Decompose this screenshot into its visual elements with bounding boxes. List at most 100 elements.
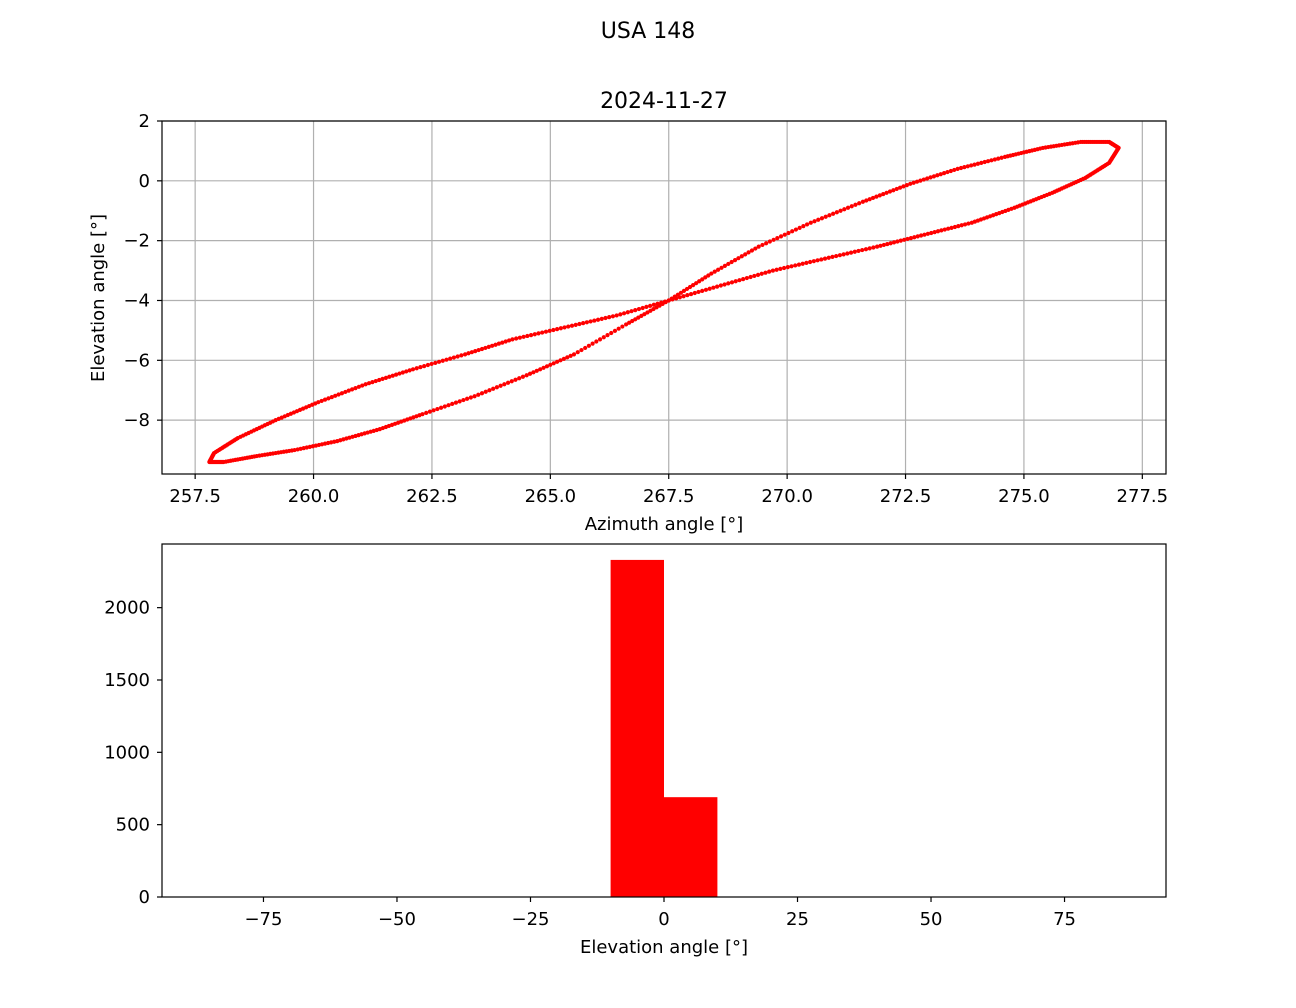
scatter-point-dense <box>895 239 900 244</box>
scatter-point-dense <box>694 281 699 286</box>
scatter-point-dense <box>659 300 664 305</box>
scatter-point-dense <box>633 308 638 313</box>
histogram-bar <box>664 797 718 897</box>
scatter-point-dense <box>440 358 445 363</box>
scatter-point-dense <box>505 380 511 385</box>
scatter-point-dense <box>741 277 746 282</box>
scatter-point-dense <box>366 381 372 386</box>
scatter-point-dense <box>743 252 748 257</box>
histogram-y-tick-label: 2000 <box>104 598 150 619</box>
scatter-point-dense <box>544 364 550 369</box>
scatter-point-dense <box>827 213 832 218</box>
scatter-point-dense <box>715 284 720 289</box>
scatter-point <box>666 298 671 303</box>
scatter-point <box>410 367 416 372</box>
scatter-point-dense <box>590 341 595 346</box>
scatter-point-dense <box>929 230 934 236</box>
scatter-point-dense <box>904 183 909 188</box>
histogram-x-tick-label: −50 <box>378 909 416 930</box>
scatter-point-dense <box>466 351 471 356</box>
scatter-point <box>624 322 629 327</box>
histogram-y-tick-label: 0 <box>139 887 150 908</box>
scatter-point-dense <box>790 229 795 234</box>
scatter-point-dense <box>811 259 816 264</box>
scatter-point-dense <box>857 201 862 206</box>
scatter-point-dense <box>732 258 738 263</box>
scatter-point-dense <box>782 232 787 237</box>
scatter-point-dense <box>881 242 886 248</box>
histogram-y-tick-label: 500 <box>116 815 150 836</box>
scatter-point-dense <box>607 315 612 320</box>
scatter-point-dense <box>996 156 1001 161</box>
scatter-point-dense <box>640 305 645 311</box>
histogram-bars <box>610 559 718 897</box>
scatter-point-dense <box>867 246 872 251</box>
scatter-point-dense <box>483 345 488 351</box>
scatter-point-dense <box>513 377 518 382</box>
scatter-point-dense <box>753 246 758 251</box>
scatter-point-dense <box>601 335 606 340</box>
scatter-point-dense <box>831 211 836 216</box>
scatter-point-dense <box>830 254 835 259</box>
scatter-point-dense <box>925 176 930 181</box>
scatter-point-dense <box>651 306 656 312</box>
histogram-x-tick-label: 50 <box>920 909 943 930</box>
figure-suptitle: USA 148 <box>601 19 696 44</box>
scatter-point-dense <box>729 280 735 285</box>
scatter-point-dense <box>726 261 731 267</box>
scatter-point-dense <box>938 172 943 177</box>
scatter-point-dense <box>551 327 556 333</box>
scatter-point-dense <box>548 362 553 367</box>
scatter-point-dense <box>343 389 348 395</box>
scatter-point-dense <box>380 376 385 382</box>
scatter-point-dense <box>849 204 854 209</box>
scatter-point-dense <box>532 332 537 337</box>
scatter-point-dense <box>928 175 933 180</box>
scatter-point-dense <box>479 391 485 396</box>
scatter-point-dense <box>685 293 690 298</box>
scatter-point-dense <box>609 330 614 336</box>
scatter-point-dense <box>860 247 865 253</box>
scatter-point-dense <box>681 288 687 293</box>
scatter-point-dense <box>538 367 543 372</box>
scatter-point-dense <box>444 357 449 362</box>
scatter-point-dense <box>678 290 684 295</box>
scatter-point-dense <box>781 265 787 271</box>
scatter-point-dense <box>494 385 499 390</box>
scatter-point-dense <box>853 202 858 207</box>
scatter-point-dense <box>636 315 641 320</box>
scatter-point-dense <box>491 386 496 391</box>
scatter-point-dense <box>815 258 820 263</box>
scatter-point-dense <box>353 386 358 391</box>
scatter-point-dense <box>852 249 857 254</box>
scatter-point-dense <box>722 282 727 287</box>
scatter-point-dense <box>581 321 586 326</box>
scatter-point-dense <box>778 266 783 271</box>
scatter-point-dense <box>888 241 893 246</box>
scatter-point-dense <box>433 360 438 365</box>
scatter-point-dense <box>690 283 696 288</box>
scatter-point-dense <box>584 320 589 325</box>
scatter-point-dense <box>438 405 444 410</box>
scatter-point-dense <box>763 270 768 275</box>
scatter-point-dense <box>551 361 556 366</box>
scatter-point-dense <box>543 329 549 334</box>
scatter-point-dense <box>878 243 883 248</box>
scatter-point-dense <box>845 205 851 210</box>
scatter-point-dense <box>566 324 571 329</box>
scatter-point-dense <box>722 263 727 268</box>
scatter-point-dense <box>737 278 742 283</box>
scatter-point-dense <box>625 310 630 315</box>
scatter-y-ticks: 2 0 −2 −4 −6 −8 <box>123 111 162 431</box>
scatter-point <box>860 199 866 204</box>
scatter-point-dense <box>453 400 459 405</box>
scatter-point-dense <box>498 383 503 388</box>
scatter-point-dense <box>407 368 412 373</box>
scatter-point-dense <box>952 224 958 230</box>
scatter-point-dense <box>502 382 507 387</box>
scatter-point-dense <box>966 221 971 226</box>
scatter-point-dense <box>605 333 610 338</box>
scatter-point-dense <box>999 155 1004 160</box>
scatter-point-dense <box>525 333 530 339</box>
scatter-point-dense <box>901 184 906 189</box>
